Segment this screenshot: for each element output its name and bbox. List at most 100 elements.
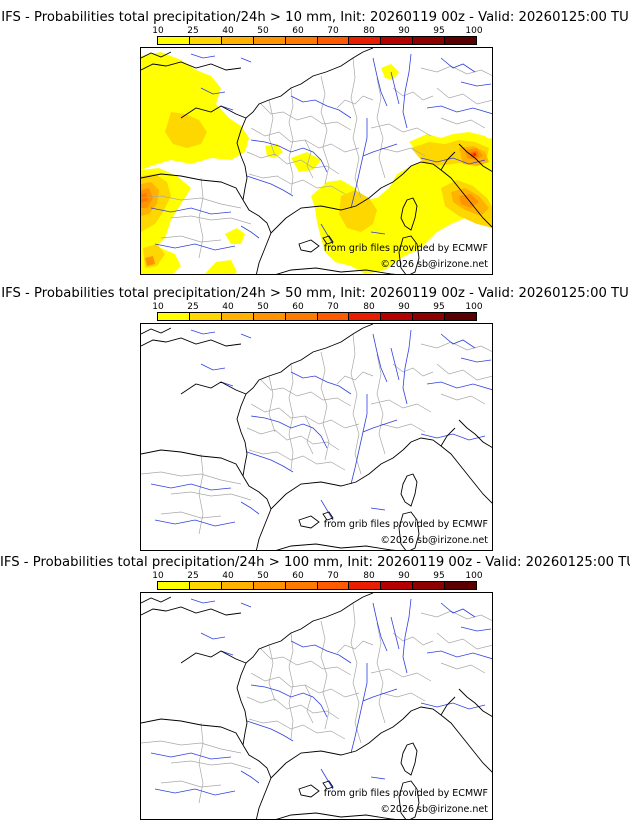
admin-border	[376, 353, 386, 455]
legend-tick-label: 10	[152, 26, 164, 36]
coastline	[141, 606, 242, 616]
legend-color-bar	[157, 36, 477, 45]
coastline	[141, 337, 242, 347]
admin-border	[380, 692, 426, 702]
river	[372, 602, 388, 652]
coastline	[298, 784, 320, 798]
probability-area	[311, 138, 492, 274]
river	[240, 225, 260, 239]
legend-tick-label: 50	[257, 302, 269, 312]
river	[460, 626, 492, 632]
legend-swatch	[285, 313, 318, 320]
probability-map: from grib files provided by ECMWF ©2026 s…	[140, 323, 493, 551]
river	[190, 598, 216, 604]
admin-border	[288, 363, 294, 471]
legend-swatch	[189, 313, 222, 320]
river	[390, 616, 400, 650]
admin-border	[370, 399, 432, 413]
coastline	[362, 593, 374, 598]
legend-swatch	[381, 582, 414, 589]
legend-tick-label: 10	[152, 302, 164, 312]
admin-border	[248, 449, 346, 471]
admin-border	[336, 640, 374, 654]
map-canvas	[141, 48, 492, 274]
river	[440, 333, 476, 349]
legend-swatch	[253, 582, 286, 589]
coastline	[400, 473, 418, 507]
probability-area	[165, 112, 207, 148]
river	[350, 663, 368, 754]
legend-swatch	[221, 582, 254, 589]
admin-border	[268, 99, 276, 157]
legend-swatch	[349, 582, 382, 589]
admin-border	[370, 123, 432, 137]
legend-tick-label: 90	[398, 26, 410, 36]
rivers-layer	[150, 598, 492, 796]
river	[246, 451, 294, 473]
river	[250, 415, 328, 449]
legend-swatch	[317, 313, 350, 320]
river	[372, 333, 388, 383]
legend-tick-label: 25	[187, 571, 199, 581]
source-credit: from grib files provided by ECMWF	[323, 243, 488, 254]
river	[320, 223, 334, 245]
probability-area	[473, 153, 476, 156]
river	[290, 640, 352, 664]
legend-swatch	[285, 582, 318, 589]
legend-tick-label: 60	[292, 571, 304, 581]
legend-swatch	[445, 37, 477, 44]
admin-border	[440, 662, 486, 674]
river	[350, 118, 368, 209]
legend-tick-label: 80	[363, 302, 375, 312]
admin-border	[392, 363, 434, 377]
legend-swatch	[158, 313, 190, 320]
legend-tick-label: 100	[465, 26, 483, 36]
coastline	[402, 437, 492, 504]
rivers-layer	[150, 53, 492, 251]
legend-swatch	[189, 582, 222, 589]
legend-swatch	[381, 313, 414, 320]
legend-swatch	[221, 313, 254, 320]
admin-border	[141, 740, 242, 754]
coastline	[400, 742, 418, 776]
admin-border	[350, 333, 362, 475]
river	[402, 598, 412, 674]
coastline	[236, 662, 248, 746]
river	[390, 347, 400, 381]
river	[246, 720, 294, 742]
river	[240, 501, 260, 515]
admin-border	[336, 371, 374, 385]
admin-border	[141, 195, 242, 209]
river	[154, 243, 236, 251]
river	[290, 371, 352, 395]
coastline	[362, 324, 374, 329]
probability-area	[204, 260, 237, 274]
admin-borders-layer	[141, 57, 492, 259]
coastline	[322, 511, 334, 521]
admin-border	[246, 427, 340, 451]
coastline	[440, 151, 456, 171]
river	[370, 776, 386, 780]
legend-tick-label: 60	[292, 302, 304, 312]
legend-tick-label: 40	[222, 571, 234, 581]
legend-tick-label: 95	[433, 302, 445, 312]
coastline	[398, 780, 420, 819]
admin-border	[160, 511, 222, 519]
probability-area	[339, 190, 377, 232]
river	[240, 602, 252, 608]
river	[362, 688, 398, 702]
legend-swatch	[413, 313, 446, 320]
river	[246, 175, 294, 197]
admin-border	[380, 423, 426, 433]
river	[200, 363, 226, 371]
coastline	[458, 419, 492, 448]
admin-border	[440, 117, 486, 129]
admin-border	[436, 363, 492, 381]
admin-border	[304, 415, 314, 455]
coastline	[141, 51, 172, 59]
legend-swatch	[285, 37, 318, 44]
river	[350, 394, 368, 485]
river	[362, 419, 398, 433]
river	[460, 81, 492, 87]
admin-border	[246, 696, 340, 720]
